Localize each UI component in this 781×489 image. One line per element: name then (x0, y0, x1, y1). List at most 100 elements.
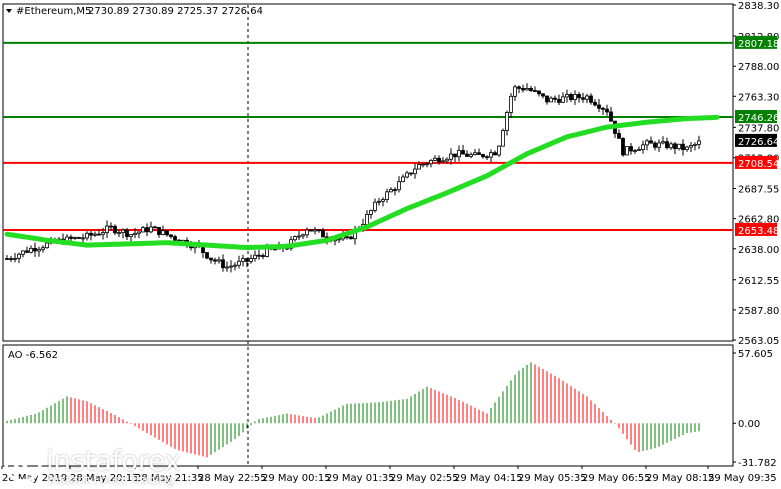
candle-body (529, 88, 533, 91)
candle-body (513, 86, 517, 97)
candle-body (377, 200, 381, 203)
instaforex-watermark: instaforex Instant Forex Trading (4, 444, 181, 487)
ao-axis: 57.605 0.00 -31.782 (733, 349, 777, 469)
dropdown-triangle-icon[interactable] (6, 9, 12, 13)
candle-body (129, 234, 133, 237)
candle-body (21, 250, 25, 255)
candle-body (473, 152, 477, 155)
candle-body (417, 164, 421, 170)
candle-body (589, 95, 593, 103)
candle-body (421, 163, 425, 166)
y-tick-label: 2612.55 (738, 276, 779, 287)
candle-body (45, 242, 49, 249)
candle-body (117, 232, 121, 235)
candle-body (677, 143, 681, 150)
candle-body (345, 236, 349, 239)
candle-body (437, 157, 441, 163)
candle-body (249, 258, 253, 262)
candle-body (401, 176, 405, 183)
candle-body (229, 265, 233, 268)
ao-tick-label: 0.00 (738, 419, 760, 430)
candle-body (101, 232, 105, 235)
y-tick-label: 2763.30 (738, 92, 779, 103)
candle-body (673, 143, 677, 150)
candle-body (213, 259, 217, 262)
level-label-box (735, 110, 777, 124)
candle-body (261, 255, 265, 257)
candle-body (581, 97, 585, 100)
candle-body (157, 226, 161, 235)
candle-body (89, 232, 93, 236)
candle-body (169, 234, 173, 238)
candle-body (541, 93, 545, 97)
candle-body (293, 236, 297, 241)
candle-body (125, 229, 129, 237)
y-tick-label: 2788.00 (738, 62, 779, 73)
candle-body (501, 130, 505, 147)
current-price-label: 2726.64 (735, 133, 779, 148)
ao-histogram (6, 362, 700, 458)
candle-body (617, 132, 621, 139)
candle-body (409, 172, 413, 175)
candle-body (41, 247, 45, 250)
candle-body (233, 264, 237, 267)
current-price-box (735, 133, 777, 147)
x-tick-label: 29 May 01:35 (326, 473, 395, 484)
candle-body (429, 160, 433, 165)
candle-body (625, 146, 629, 156)
candle-body (697, 140, 701, 145)
watermark-brand: instaforex (46, 444, 181, 477)
candle-body (85, 232, 89, 239)
candle-body (385, 191, 389, 200)
candle-body (141, 227, 145, 233)
candle-body (81, 237, 85, 240)
candle-body (225, 266, 229, 269)
candle-body (393, 189, 397, 191)
candle-body (105, 225, 109, 234)
candle-body (597, 104, 601, 109)
candle-body (173, 236, 177, 241)
y-tick-label: 2662.80 (738, 215, 779, 226)
candle-body (569, 94, 573, 100)
candle-body (317, 229, 321, 232)
candle-body (693, 143, 697, 146)
candle-body (669, 143, 673, 149)
candle-body (313, 229, 317, 232)
main-panel-frame (2, 3, 734, 342)
candle-body (405, 172, 409, 178)
candle-body (681, 143, 685, 151)
ohlc-label: 2730.89 2730.89 2725.37 2726.64 (88, 6, 263, 17)
candle-body (445, 158, 449, 162)
candle-body (629, 146, 633, 152)
candle-body (373, 201, 377, 211)
candle-body (257, 254, 261, 257)
candle-body (13, 257, 17, 260)
x-tick-label: 29 May 02:55 (390, 473, 459, 484)
candle-body (533, 90, 537, 92)
candle-body (77, 237, 81, 239)
candle-body (165, 230, 169, 236)
level-label-text: 2807.18 (738, 39, 779, 50)
candle-body (33, 247, 37, 252)
candle-body (449, 153, 453, 160)
candle-body (425, 163, 429, 166)
candle-body (489, 152, 493, 158)
candle-body (221, 259, 225, 269)
candle-body (493, 152, 497, 156)
candle-body (521, 87, 525, 91)
candle-body (245, 258, 249, 262)
level-label-box (735, 222, 777, 236)
ao-tick-label: 57.605 (738, 349, 773, 360)
candle-body (433, 157, 437, 161)
candle-body (465, 153, 469, 157)
candle-body (661, 141, 665, 144)
candle-body (457, 150, 461, 158)
x-tick-label: 29 May 05:35 (518, 473, 587, 484)
indicator-label: AO -6.562 (8, 350, 58, 361)
y-tick-label: 2563.05 (738, 336, 779, 347)
candle-body (145, 227, 149, 233)
x-tick-label: 29 May 04:15 (454, 473, 523, 484)
y-tick-label: 2638.00 (738, 245, 779, 256)
indicator-panel-frame (2, 344, 734, 467)
